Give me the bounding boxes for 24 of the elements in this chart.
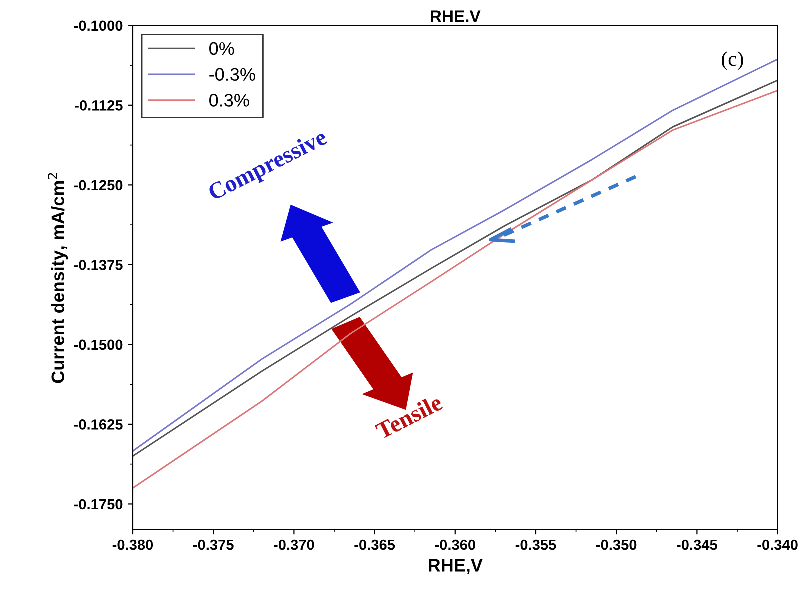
legend-label: 0% (210, 42, 234, 56)
y-tick-label: -0.1625 (74, 420, 123, 430)
x-tick-label: -0.355 (516, 540, 556, 550)
y-tick-label: -0.1375 (74, 260, 123, 270)
annotation: Tensile (374, 394, 444, 440)
x-tick-label: -0.350 (596, 540, 637, 550)
y-tick-label: -0.1750 (74, 499, 123, 510)
legend-label: 0.3% (210, 94, 250, 107)
x-tick-label: -0.340 (758, 540, 798, 550)
y-tick-label: -0.1500 (74, 340, 123, 350)
x-tick-label: -0.360 (435, 540, 476, 550)
y-tick-label: -0.1250 (74, 180, 123, 191)
legend-label: -0.3% (210, 68, 256, 82)
x-tick-label: -0.370 (274, 540, 314, 550)
annotation: (c) (722, 52, 744, 70)
y-tick-label: -0.1125 (75, 100, 123, 111)
y-tick-label: -0.1000 (74, 20, 123, 32)
x-tick-label: -0.375 (193, 540, 234, 550)
x-tick-label: -0.380 (112, 540, 154, 550)
chart-title: RHE.V (431, 10, 481, 22)
x-axis-title: RHE,V (429, 559, 483, 574)
x-tick-label: -0.365 (354, 540, 396, 550)
x-tick-label: -0.345 (677, 540, 718, 550)
y-axis-title: Current density, mA/cm$^{2}$ (48, 173, 68, 384)
